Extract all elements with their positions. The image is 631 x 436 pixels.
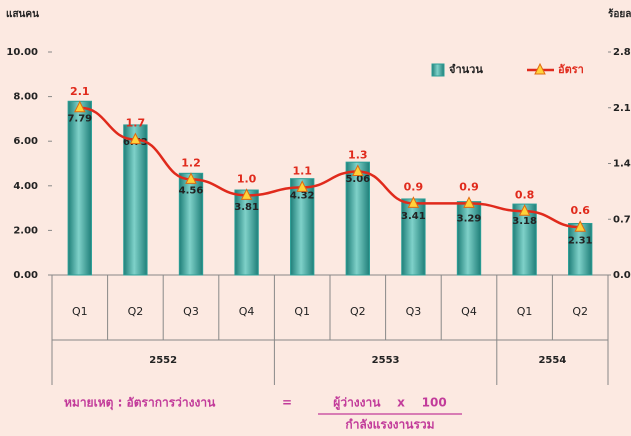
bar — [67, 100, 92, 276]
bar-value-label: 3.81 — [234, 202, 259, 213]
x-tick-label: Q2 — [572, 305, 588, 318]
note-denominator: กำลังแรงงานรวม — [345, 418, 434, 432]
marker — [73, 100, 86, 113]
y2-tick-label: 2.1 — [613, 103, 631, 114]
legend-label: อัตรา — [558, 63, 584, 76]
line-value-label: 1.1 — [292, 164, 312, 177]
marker — [296, 180, 309, 192]
y-tick-label: 6.00 — [13, 136, 38, 147]
x-tick-label: Q2 — [350, 305, 366, 318]
y-tick-label: 0.00 — [13, 270, 38, 281]
marker — [463, 196, 475, 208]
bar — [345, 161, 370, 276]
bar-value-label: 3.41 — [401, 211, 426, 222]
y2-tick-label: 0.7 — [613, 214, 631, 225]
y2-tick-label: 1.4 — [613, 159, 631, 170]
bar — [456, 201, 482, 276]
marker — [351, 164, 364, 176]
line-value-label: 0.8 — [515, 188, 535, 201]
group-label: 2553 — [372, 355, 400, 366]
x-tick-label: Q2 — [128, 305, 144, 318]
marker — [129, 132, 142, 145]
legend-swatch — [431, 63, 445, 77]
legend-label: จำนวน — [449, 63, 483, 76]
group-label: 2552 — [149, 355, 177, 366]
bar-value-label: 2.31 — [568, 235, 593, 246]
line — [79, 106, 581, 229]
line-value-label: 0.9 — [459, 180, 479, 193]
marker — [407, 196, 420, 208]
line-value-label: 1.3 — [348, 148, 368, 161]
note-equals: = — [282, 396, 292, 410]
y2-tick-label: 0.0 — [613, 270, 631, 281]
legend-marker — [534, 62, 546, 75]
line-value-label: 1.2 — [181, 156, 201, 169]
x-tick-label: Q4 — [461, 305, 477, 318]
y-axis-label: แสนคน — [6, 9, 39, 20]
y2-axis-label: ร้อยละ — [608, 8, 631, 20]
note-numerator: ผู้ว่างงาน x 100 — [333, 396, 446, 411]
x-tick-label: Q1 — [294, 305, 310, 318]
bar — [123, 124, 148, 276]
y-tick-label: 4.00 — [13, 181, 38, 192]
marker — [185, 172, 197, 184]
x-tick-label: Q1 — [517, 305, 533, 318]
y-tick-label: 8.00 — [13, 92, 38, 103]
bar-value-label: 5.06 — [345, 174, 370, 185]
y-tick-label: 2.00 — [13, 225, 38, 236]
line-value-label: 0.9 — [404, 180, 424, 193]
y-tick-label: 10.00 — [6, 47, 38, 58]
group-label: 2554 — [538, 355, 566, 366]
line-value-label: 1.0 — [237, 172, 257, 185]
bar — [512, 203, 537, 276]
x-tick-label: Q1 — [72, 305, 88, 318]
note-label: หมายเหตุ : อัตราการว่างงาน — [64, 396, 216, 411]
line-value-label: 1.7 — [126, 117, 146, 130]
bar-value-label: 3.29 — [457, 214, 482, 225]
bar-value-label: 4.32 — [290, 191, 315, 202]
line-value-label: 2.1 — [70, 85, 90, 98]
x-tick-label: Q3 — [183, 305, 199, 318]
marker — [240, 188, 253, 200]
bar-value-label: 4.56 — [179, 185, 204, 196]
bar-value-label: 7.79 — [67, 113, 92, 124]
x-tick-label: Q3 — [406, 305, 422, 318]
marker — [518, 204, 531, 216]
bar — [290, 178, 315, 276]
x-tick-label: Q4 — [239, 305, 255, 318]
bar-value-label: 3.18 — [512, 216, 537, 227]
y2-tick-label: 2.8 — [613, 47, 631, 58]
line-value-label: 0.6 — [570, 204, 590, 217]
marker — [574, 220, 587, 232]
